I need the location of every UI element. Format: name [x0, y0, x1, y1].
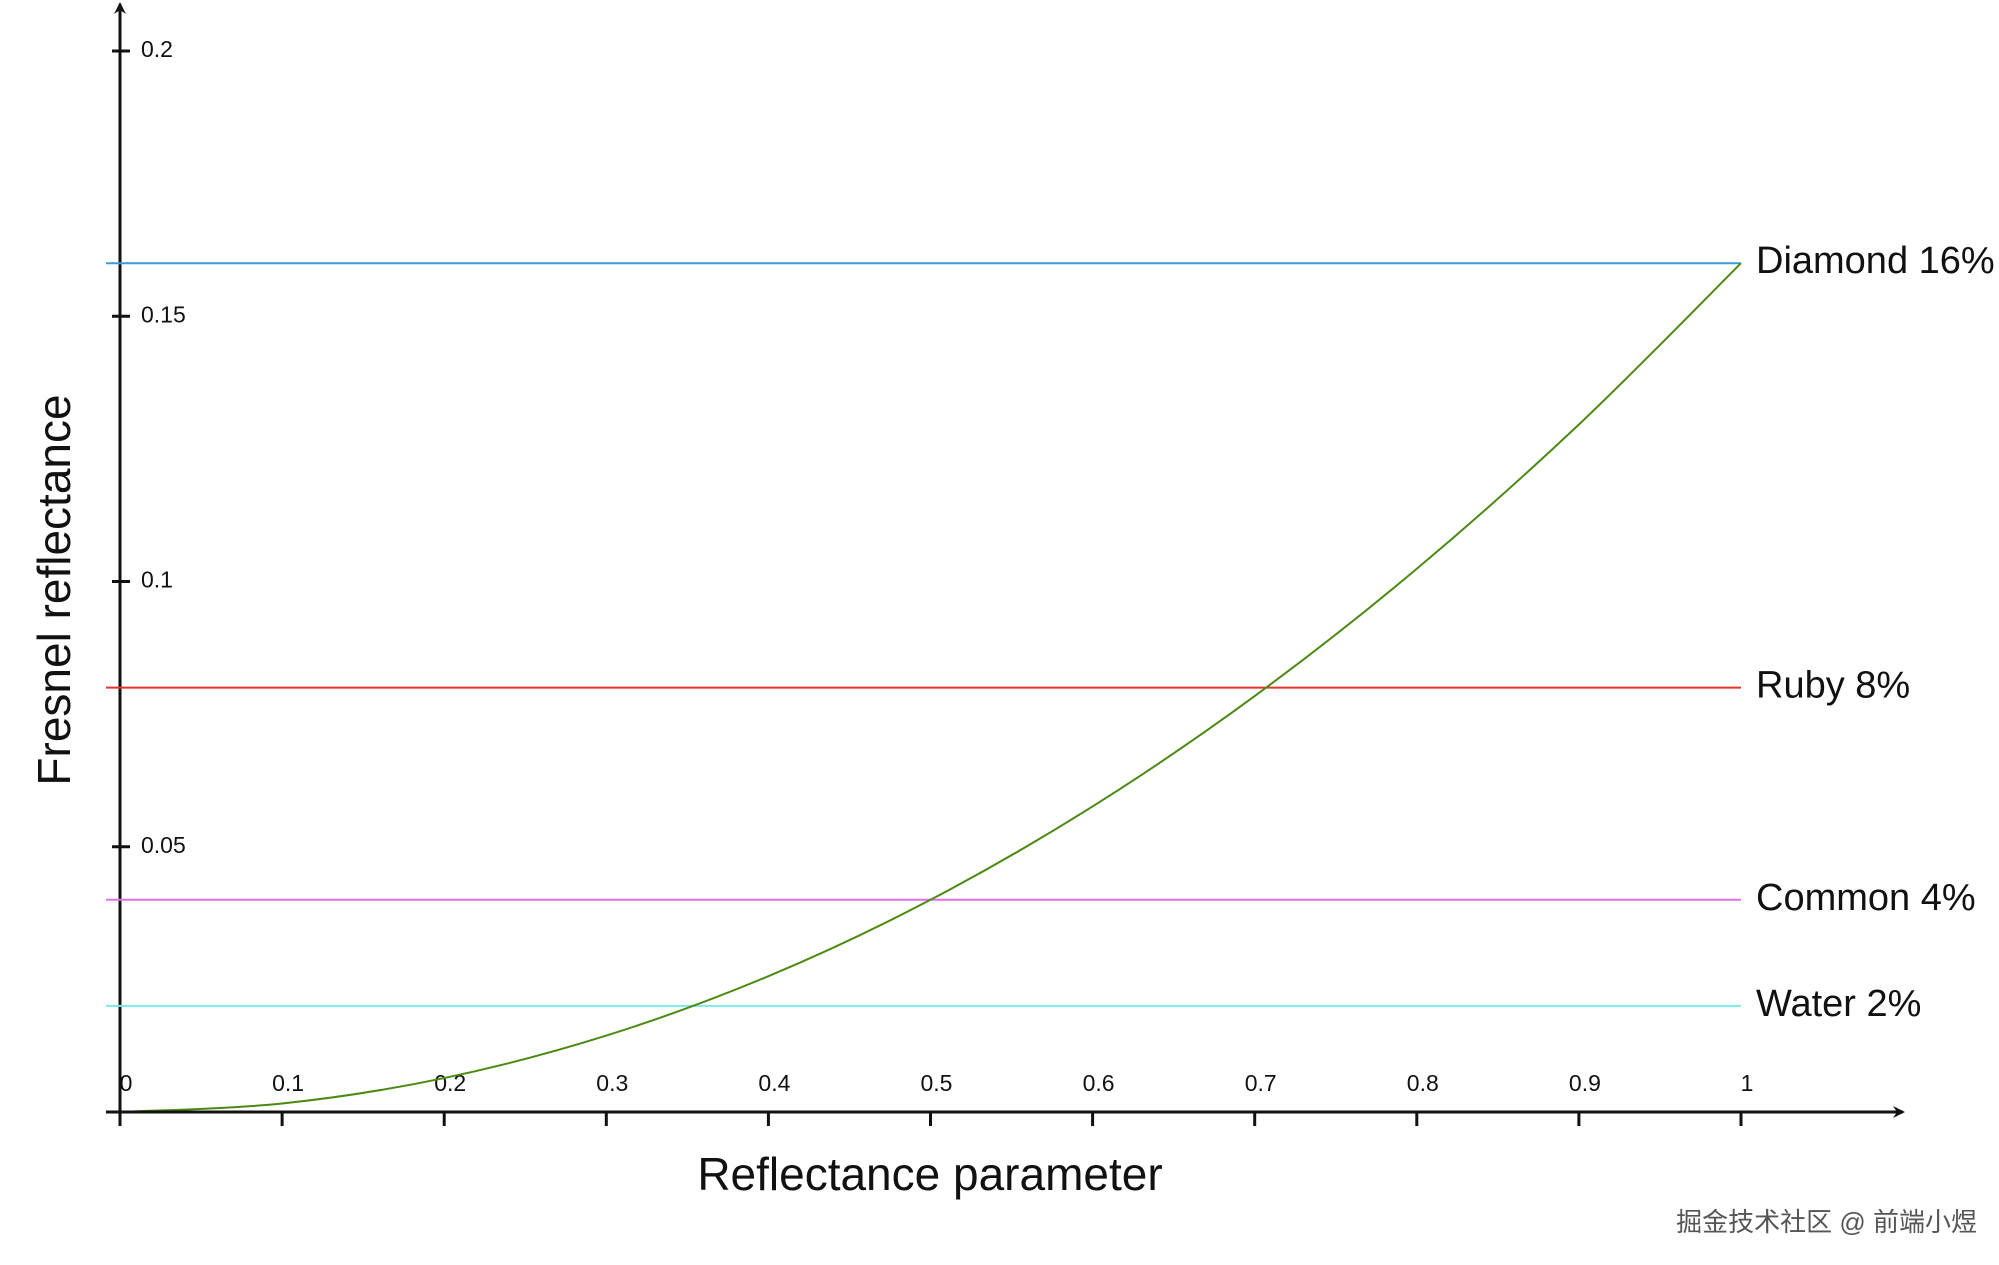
y-tick-label: 0.05: [141, 832, 186, 858]
x-tick-label: 0: [120, 1070, 133, 1096]
x-tick-label: 1: [1741, 1070, 1754, 1096]
x-tick-label: 0.5: [921, 1070, 953, 1096]
x-tick-label: 0.7: [1245, 1070, 1277, 1096]
reference-label: Common 4%: [1756, 877, 1976, 919]
x-tick-label: 0.3: [596, 1070, 628, 1096]
x-tick-label: 0.9: [1569, 1070, 1601, 1096]
x-tick-label: 0.6: [1083, 1070, 1115, 1096]
x-tick-label: 0.8: [1407, 1070, 1439, 1096]
reference-label: Water 2%: [1756, 983, 1921, 1025]
reference-label: Ruby 8%: [1756, 665, 1910, 707]
x-axis-title: Reflectance parameter: [697, 1148, 1162, 1200]
y-axis-title: Fresnel reflectance: [28, 394, 80, 785]
y-tick-label: 0.1: [141, 567, 173, 593]
x-tick-label: 0.4: [758, 1070, 790, 1096]
reference-label: Diamond 16%: [1756, 240, 1995, 282]
watermark: 掘金技术社区 @ 前端小煜: [1676, 1207, 1977, 1237]
x-tick-label: 0.1: [272, 1070, 304, 1096]
y-tick-label: 0.15: [141, 301, 186, 327]
y-tick-label: 0.2: [141, 36, 173, 62]
curve: [119, 262, 1742, 1113]
